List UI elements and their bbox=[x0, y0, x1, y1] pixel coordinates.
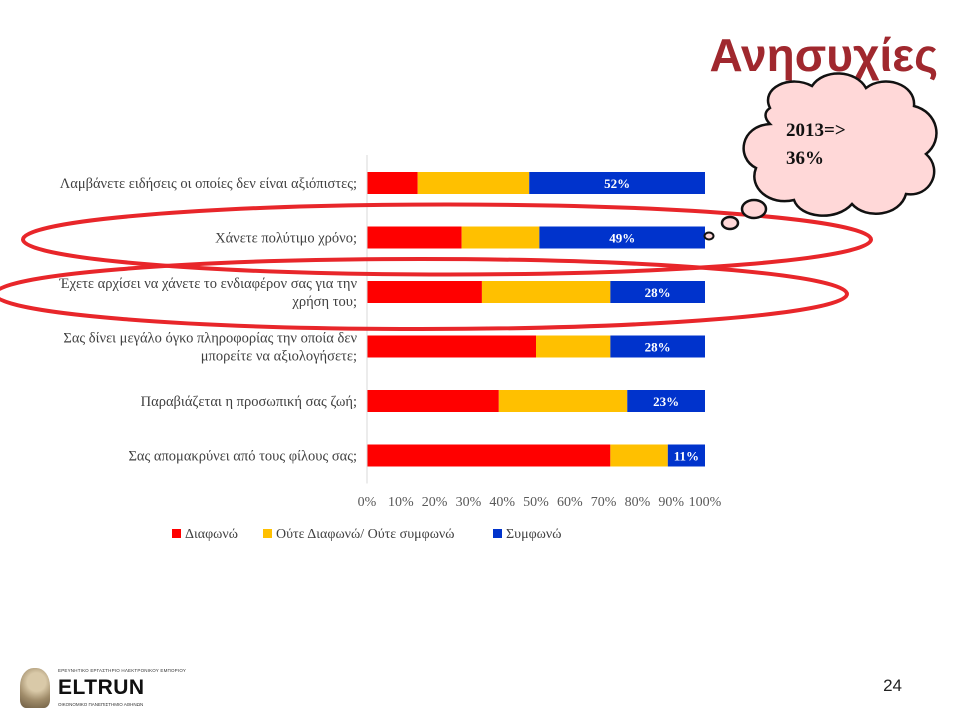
logo-tagline-bottom: ΟΙΚΟΝΟΜΙΚΟ ΠΑΝΕΠΙΣΤΗΜΙΟ ΑΘΗΝΩΝ bbox=[58, 702, 144, 707]
category-label: Έχετε αρχίσει να χάνετε το ενδιαφέρον σα… bbox=[59, 276, 358, 292]
legend-swatch bbox=[493, 529, 502, 538]
eltrun-logo: ΕΡΕΥΝΗΤΙΚΟ ΕΡΓΑΣΤΗΡΙΟ ΗΛΕΚΤΡΟΝΙΚΟΥ ΕΜΠΟΡ… bbox=[20, 664, 186, 714]
cloud-bubble-small bbox=[703, 231, 715, 241]
x-tick-label: 30% bbox=[456, 495, 482, 510]
x-tick-label: 100% bbox=[689, 495, 722, 510]
legend: Διαφωνώ Ούτε Διαφωνώ/ Ούτε συμφωνώ Συμφωνώ bbox=[172, 527, 561, 542]
legend-label: Διαφωνώ bbox=[185, 527, 238, 542]
x-tick-label: 0% bbox=[358, 495, 377, 510]
data-label: 28% bbox=[645, 285, 671, 300]
category-label: Παραβιάζεται η προσωπική σας ζωή; bbox=[141, 394, 357, 410]
bar-0-1 bbox=[367, 226, 462, 249]
bar-2-2 bbox=[610, 281, 705, 303]
legend-swatch bbox=[263, 529, 272, 538]
bar-0-0 bbox=[367, 172, 418, 194]
highlight-ellipses bbox=[0, 202, 873, 331]
bar-1-3 bbox=[536, 335, 611, 358]
callout-line1: 2013=> bbox=[786, 120, 846, 141]
bar-0-5 bbox=[367, 444, 611, 467]
x-tick-label: 60% bbox=[557, 495, 583, 510]
cloud-bubble-medium bbox=[720, 215, 740, 231]
legend-label: Ούτε Διαφωνώ/ Ούτε συμφωνώ bbox=[276, 527, 454, 542]
highlight-ellipse bbox=[21, 202, 873, 277]
bar-2-4 bbox=[627, 390, 705, 412]
logo-bust-icon bbox=[20, 668, 50, 708]
x-tick-label: 10% bbox=[388, 495, 414, 510]
x-axis: 0% 10% 20% 30% 40% 50% 60% 70% 80% 90% 100% bbox=[358, 155, 722, 510]
logo-brand: ELTRUN bbox=[58, 676, 145, 699]
data-label: 49% bbox=[609, 231, 635, 246]
x-tick-label: 20% bbox=[422, 495, 448, 510]
data-label: 52% bbox=[604, 176, 630, 191]
category-label: μπορείτε να αξιολογήσετε; bbox=[201, 349, 357, 365]
legend-swatch bbox=[172, 529, 181, 538]
category-label: χρήση του; bbox=[291, 294, 357, 310]
category-label: Λαμβάνετε ειδήσεις οι οποίες δεν είναι α… bbox=[60, 176, 357, 192]
bar-0-4 bbox=[367, 390, 499, 412]
bar-2-5 bbox=[667, 444, 705, 467]
bar-0-3 bbox=[367, 335, 536, 358]
page-number: 24 bbox=[883, 676, 902, 695]
bar-1-1 bbox=[461, 226, 540, 249]
data-label: 28% bbox=[645, 340, 671, 355]
logo-tagline-top: ΕΡΕΥΝΗΤΙΚΟ ΕΡΓΑΣΤΗΡΙΟ ΗΛΕΚΤΡΟΝΙΚΟΥ ΕΜΠΟΡ… bbox=[58, 668, 187, 673]
data-label: 11% bbox=[674, 449, 699, 464]
x-tick-label: 70% bbox=[591, 495, 617, 510]
highlight-ellipse bbox=[0, 257, 849, 331]
data-label: 23% bbox=[653, 394, 679, 409]
cloud-shape bbox=[742, 72, 938, 217]
x-tick-label: 80% bbox=[625, 495, 651, 510]
x-tick-label: 50% bbox=[523, 495, 549, 510]
x-tick-label: 90% bbox=[658, 495, 684, 510]
bar-2-3 bbox=[610, 335, 705, 358]
legend-label: Συμφωνώ bbox=[506, 527, 561, 542]
cloud-bubble-large bbox=[740, 198, 768, 220]
bar-1-5 bbox=[610, 444, 668, 467]
bar-1-0 bbox=[417, 172, 530, 194]
thought-cloud-callout: 2013=> 36% bbox=[703, 72, 938, 241]
bar-2-0 bbox=[529, 172, 705, 194]
x-tick-label: 40% bbox=[489, 495, 515, 510]
bars-layer bbox=[367, 172, 705, 467]
bar-1-2 bbox=[481, 281, 611, 303]
bar-2-1 bbox=[539, 226, 705, 249]
bar-0-2 bbox=[367, 281, 482, 303]
slide-title: Ανησυχίες bbox=[709, 29, 938, 81]
category-label: Χάνετε πολύτιμο χρόνο; bbox=[215, 231, 357, 247]
labels-layer: 52% Λαμβάνετε ειδήσεις οι οποίες δεν είνα… bbox=[59, 176, 700, 465]
category-label: Σας απομακρύνει από τους φίλους σας; bbox=[128, 449, 357, 465]
category-label: Σας δίνει μεγάλο όγκο πληροφορίας την οπ… bbox=[63, 331, 357, 347]
callout-line2: 36% bbox=[786, 148, 824, 169]
bar-1-4 bbox=[498, 390, 628, 412]
